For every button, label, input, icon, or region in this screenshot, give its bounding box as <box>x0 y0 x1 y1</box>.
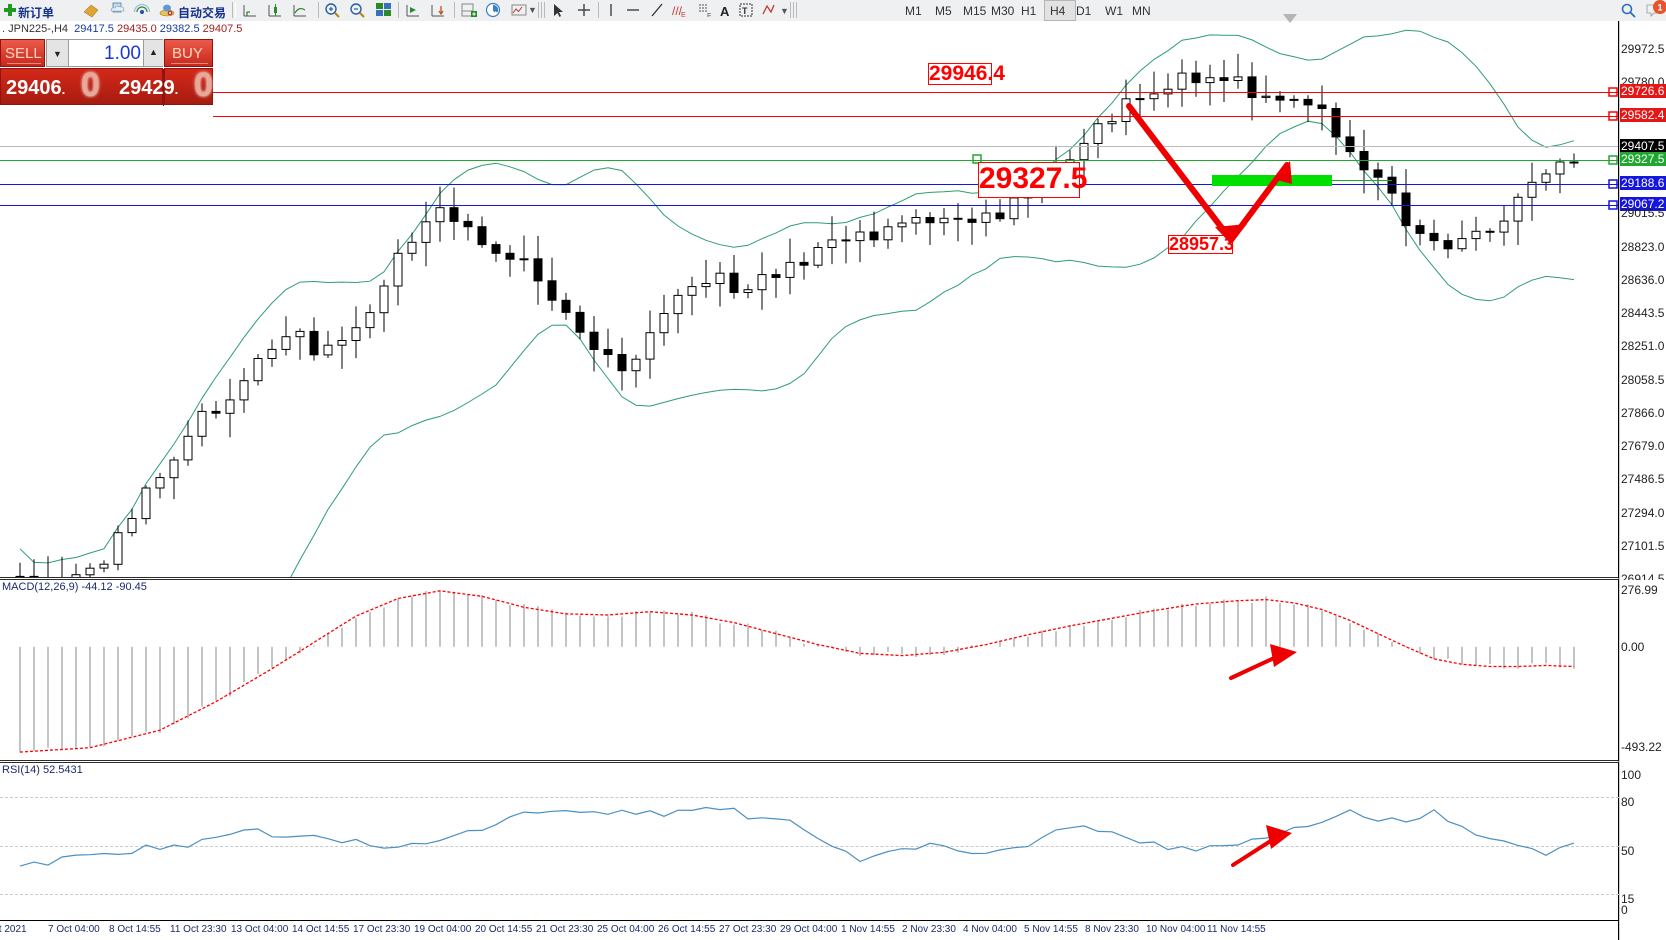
svg-text:T: T <box>742 6 748 16</box>
svg-text:F: F <box>707 13 711 17</box>
svg-text:E: E <box>681 12 686 18</box>
svg-text:1: 1 <box>1657 3 1662 13</box>
